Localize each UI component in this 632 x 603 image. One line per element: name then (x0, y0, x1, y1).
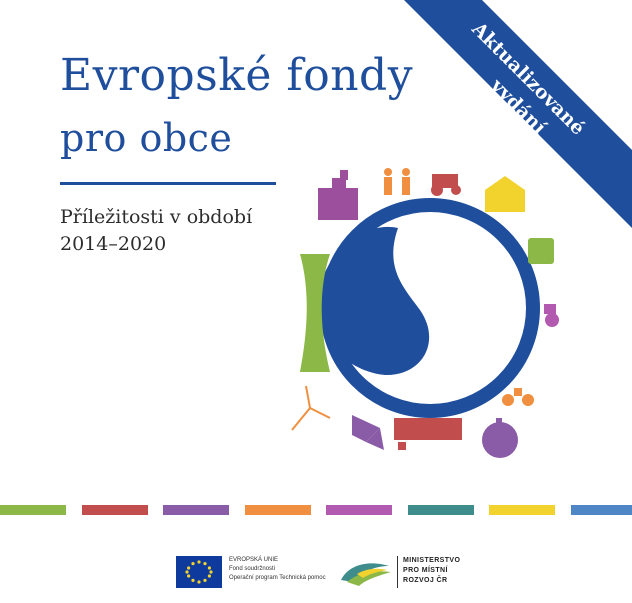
ribbon-line-2: vydání (485, 74, 550, 139)
wind-turbine-icon (291, 385, 331, 431)
color-stripe (244, 505, 311, 515)
title-divider (60, 182, 276, 185)
wheelchair-icon (544, 304, 559, 327)
color-stripe (163, 505, 229, 515)
footer-logos: EVROPSKÁ UNIE Fond soudržnosti Operační … (0, 552, 632, 592)
subtitle: Příležitosti v období 2014–2020 (60, 204, 252, 258)
title-line-2: pro obce (60, 116, 233, 160)
tree-icon (482, 418, 518, 458)
cooling-tower-icon (300, 254, 330, 372)
ministry-logo-icon (339, 558, 393, 586)
color-stripe (570, 505, 632, 515)
eu-label: EVROPSKÁ UNIE Fond soudržnosti Operační … (229, 556, 326, 583)
tractor-icon (431, 174, 461, 196)
color-stripe (0, 505, 66, 515)
flower-icon (352, 415, 384, 450)
ribbon-line-1: Aktualizované (467, 17, 589, 139)
ministry-line-1: MINISTERSTVO (403, 557, 461, 564)
globe-illustration (280, 160, 590, 470)
eu-label-line-2: Fond soudržnosti (229, 566, 276, 572)
color-stripes (0, 505, 632, 515)
ministry-line-3: ROZVOJ ČR (403, 577, 448, 584)
school-icon (394, 418, 462, 450)
eu-flag-icon (176, 556, 222, 588)
hikers-icon (384, 168, 410, 195)
color-stripe (489, 505, 555, 515)
subtitle-line-2: 2014–2020 (60, 233, 167, 255)
ministry-separator (397, 556, 398, 588)
color-stripe (81, 505, 148, 515)
color-stripe (326, 505, 392, 515)
ministry-label: MINISTERSTVO PRO MÍSTNÍ ROZVOJ ČR (403, 556, 460, 586)
title-line-1: Evropské fondy (60, 50, 414, 101)
bus-icon (528, 238, 554, 264)
house-icon (485, 176, 525, 212)
ministry-line-2: PRO MÍSTNÍ (403, 567, 448, 574)
color-stripe (407, 505, 474, 515)
cyclist-icon (502, 388, 534, 406)
castle-icon (318, 170, 358, 220)
subtitle-line-1: Příležitosti v období (60, 206, 253, 228)
eu-label-line-1: EVROPSKÁ UNIE (229, 557, 279, 563)
eu-label-line-3: Operační program Technická pomoc (229, 575, 326, 581)
page-title: Evropské fondy pro obce (60, 48, 413, 166)
